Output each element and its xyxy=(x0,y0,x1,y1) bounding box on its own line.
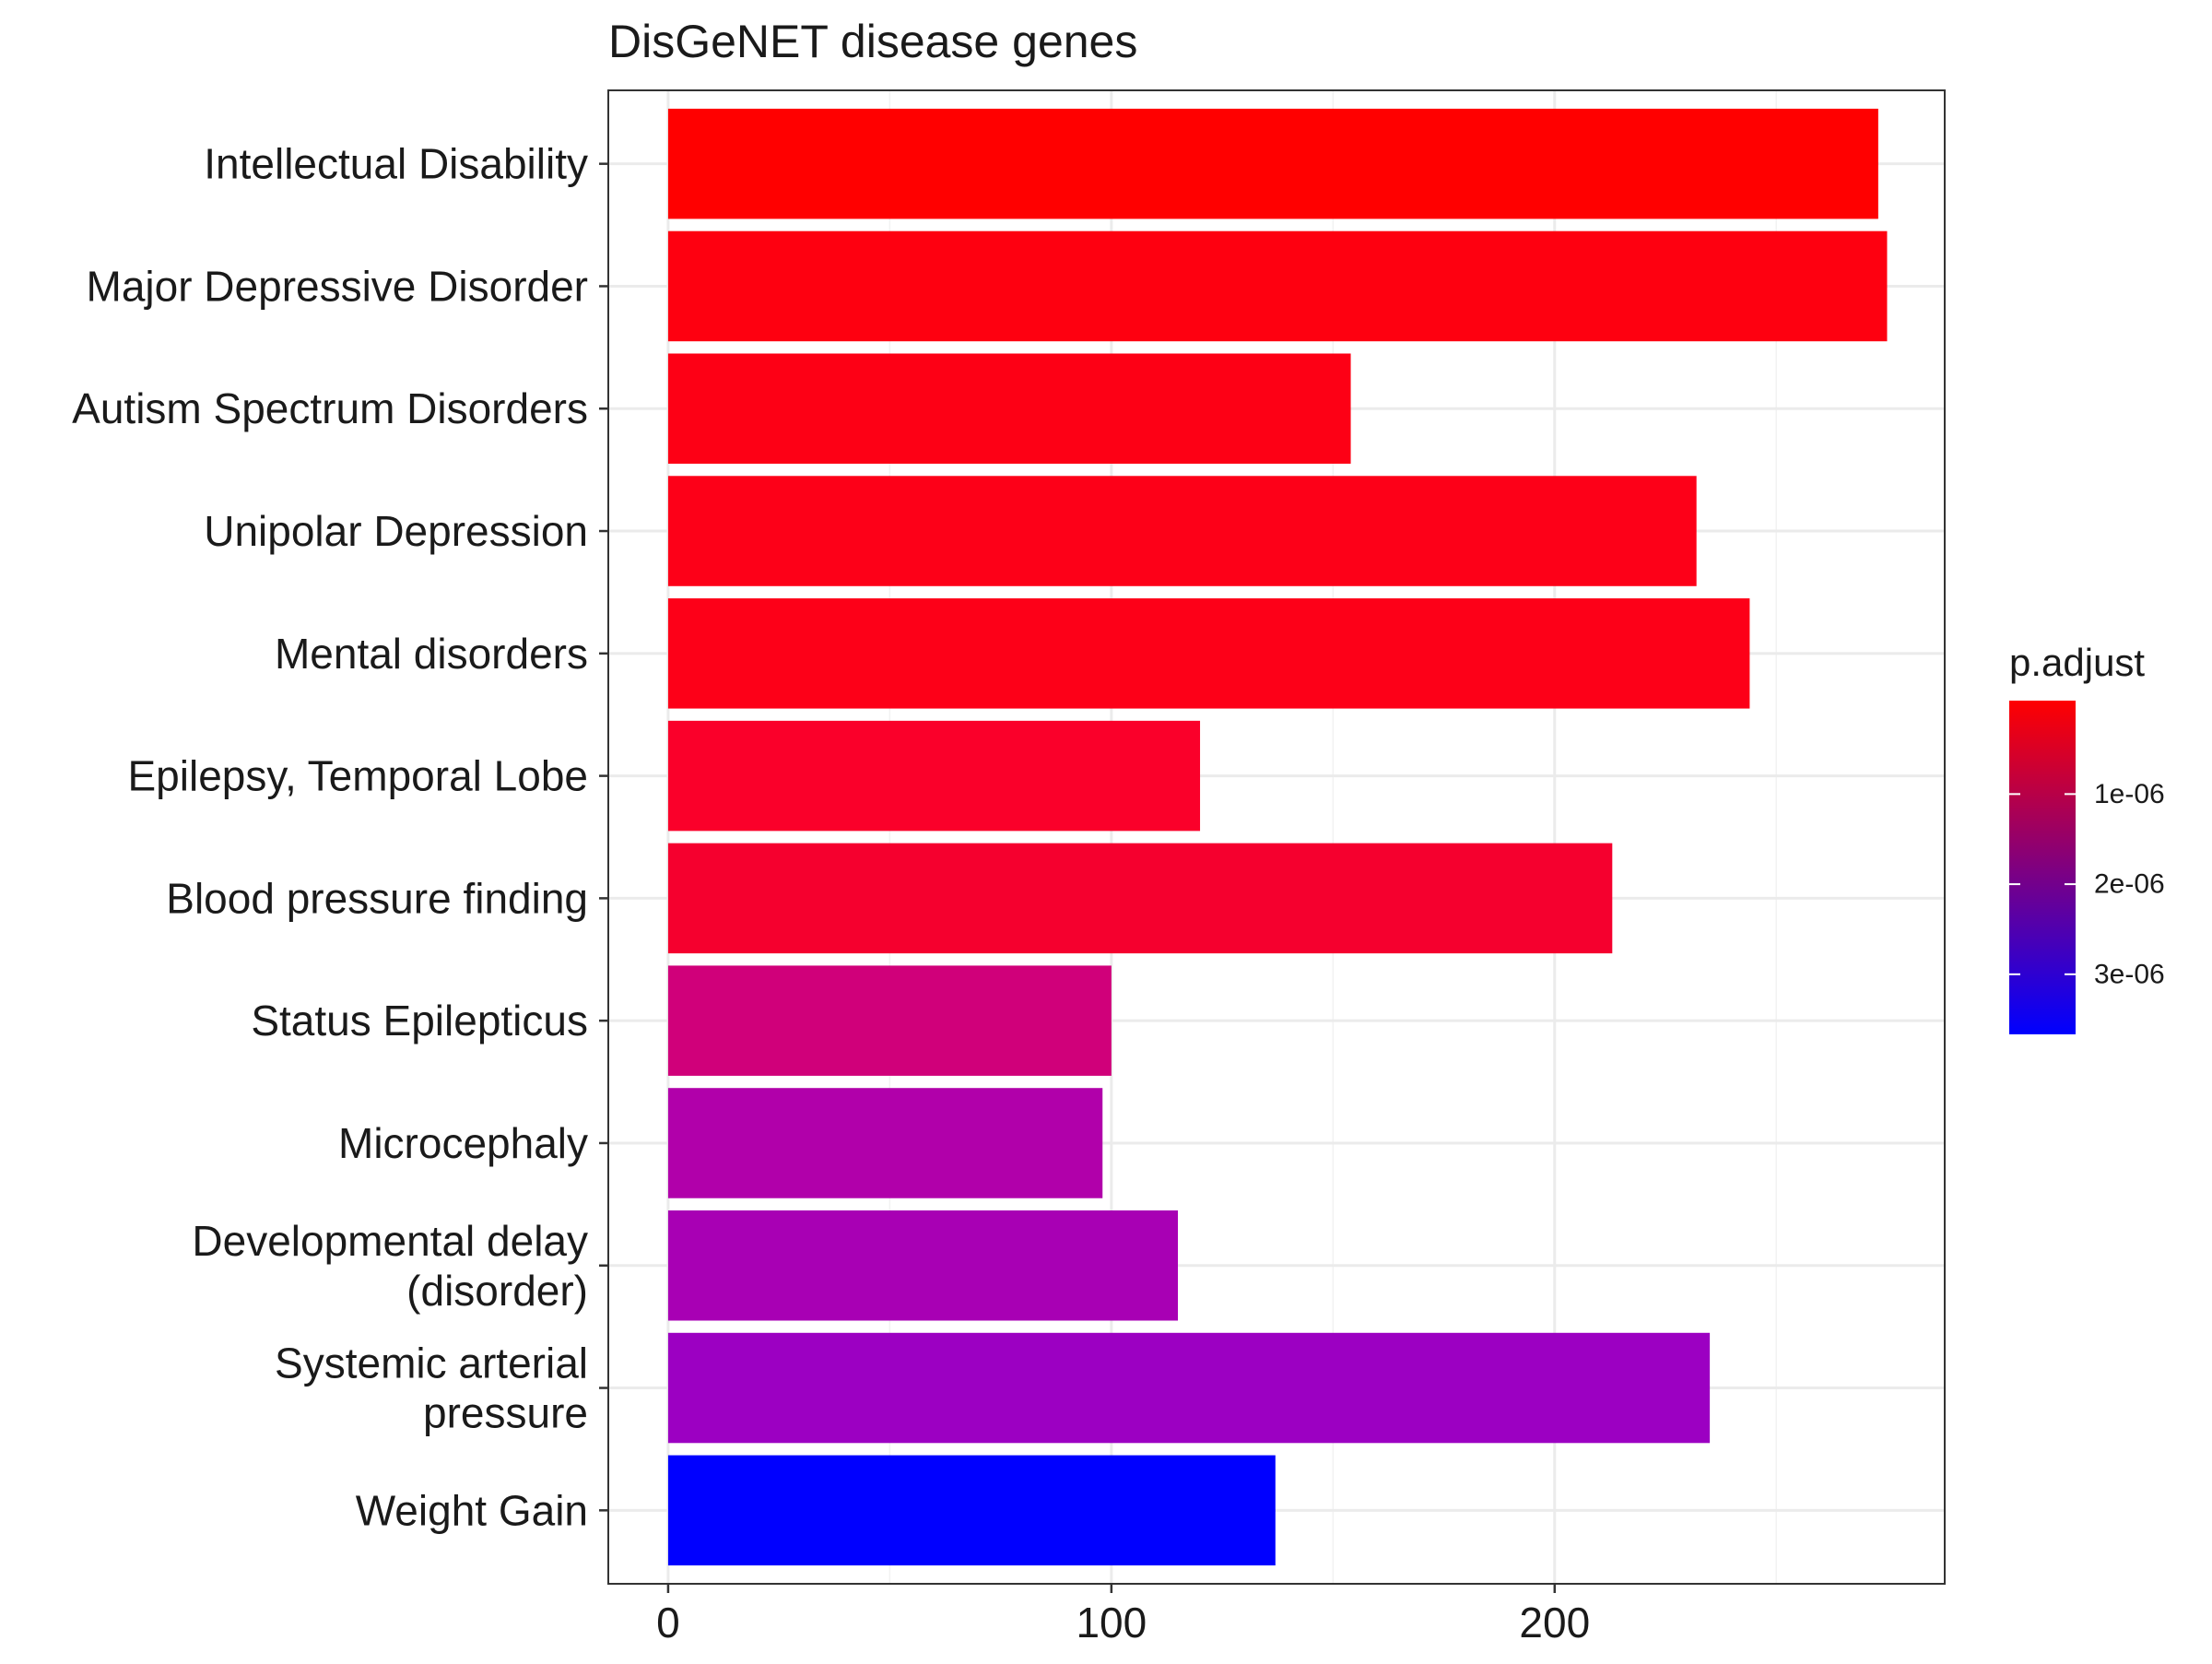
bar xyxy=(667,843,1613,954)
bar xyxy=(667,108,1878,219)
plot-panel-border xyxy=(607,89,1946,1585)
legend-colorbar xyxy=(2009,701,2076,1034)
legend-ticks: 1e-06 2e-06 3e-06 xyxy=(2009,779,2165,989)
bar xyxy=(667,965,1112,1076)
bar xyxy=(667,598,1750,709)
bar xyxy=(667,720,1201,832)
y-tick-label: Autism Spectrum Disorders xyxy=(72,384,588,432)
chart-title: DisGeNET disease genes xyxy=(608,16,1137,67)
y-tick-label: Status Epilepticus xyxy=(251,997,588,1044)
y-tick-label: Epilepsy, Temporal Lobe xyxy=(128,752,589,800)
legend-tick-label: 3e-06 xyxy=(2094,959,2165,989)
bar xyxy=(667,1332,1711,1444)
legend-tick-label: 1e-06 xyxy=(2094,779,2165,809)
y-tick-label: Blood pressure finding xyxy=(166,874,588,922)
bar xyxy=(667,476,1697,586)
x-axis: 0 100 200 xyxy=(656,1584,1590,1646)
y-tick-label: pressure xyxy=(423,1389,588,1437)
bar xyxy=(667,353,1351,464)
bar xyxy=(667,1210,1178,1321)
x-tick-label: 200 xyxy=(1519,1599,1590,1646)
bar xyxy=(667,230,1888,342)
x-tick-label: 100 xyxy=(1076,1599,1147,1646)
bar xyxy=(667,1088,1103,1198)
y-tick-label: Intellectual Disability xyxy=(204,140,588,188)
y-tick-label: Microcephaly xyxy=(338,1119,588,1167)
y-tick-label: Unipolar Depression xyxy=(204,507,588,555)
y-tick-label: Developmental delay xyxy=(192,1217,588,1265)
legend-tick-label: 2e-06 xyxy=(2094,869,2165,900)
y-axis: Intellectual Disability Major Depressive … xyxy=(72,140,608,1534)
y-tick-label: Major Depressive Disorder xyxy=(87,262,589,310)
y-tick-label: Systemic arterial xyxy=(275,1339,588,1387)
y-tick-label: (disorder) xyxy=(406,1267,588,1315)
x-tick-label: 0 xyxy=(656,1599,680,1646)
y-tick-label: Weight Gain xyxy=(356,1486,588,1534)
y-tick-label: Mental disorders xyxy=(275,630,588,678)
bars xyxy=(667,108,1888,1566)
legend: p.adjust 1e-06 2e-06 3e-06 xyxy=(2009,641,2165,1034)
bar xyxy=(667,1455,1276,1566)
legend-title: p.adjust xyxy=(2009,641,2145,684)
